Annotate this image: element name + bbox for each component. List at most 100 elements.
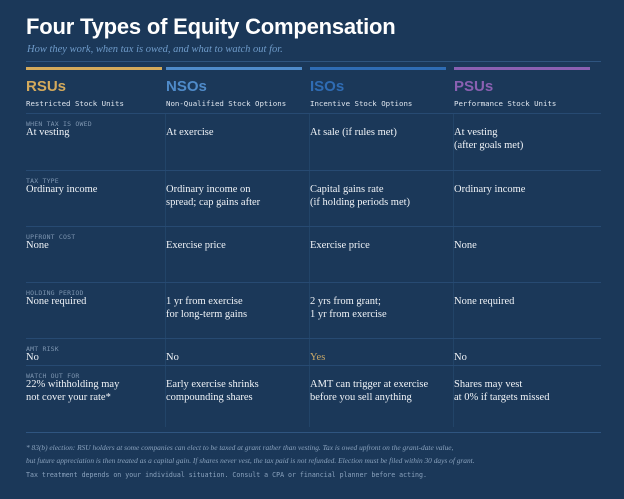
cell-value: 2 yrs from grant; 1 yr from exercise: [310, 296, 387, 320]
cell-value: Exercise price: [310, 240, 370, 251]
cell-value: 1 yr from exercise for long-term gains: [166, 296, 248, 320]
column-abbr: NSOs: [166, 78, 207, 95]
column-header-rsus: RSUs Restricted Stock Units: [26, 67, 166, 113]
row-label: [166, 118, 303, 127]
table-cell: Ordinary income on spread; cap gains aft…: [166, 171, 310, 226]
table-cell: Early exercise shrinks compounding share…: [166, 366, 310, 427]
divider: [26, 61, 601, 62]
table-cell: WATCH OUT FOR 22% withholding may not cov…: [26, 366, 166, 427]
table-cell: AMT RISK No: [26, 339, 166, 365]
row-label: [166, 175, 303, 184]
table-cell: At exercise: [166, 114, 310, 170]
table-cell: Shares may vest at 0% if targets missed: [454, 366, 601, 427]
table-cell: AMT can trigger at exercise before you s…: [310, 366, 454, 427]
table-cell: HOLDING PERIOD None required: [26, 283, 166, 338]
cell-value: No: [26, 352, 39, 363]
table-cell: Capital gains rate (if holding periods m…: [310, 171, 454, 226]
table-cell: None required: [454, 283, 601, 338]
column-header-isos: ISOs Incentive Stock Options: [310, 67, 454, 113]
column-full-name: Incentive Stock Options: [310, 99, 413, 108]
cell-value: Capital gains rate (if holding periods m…: [310, 184, 411, 208]
table-row: UPFRONT COST None Exercise price Exercise p…: [26, 226, 601, 282]
table-cell: Exercise price: [310, 227, 454, 282]
table-row: TAX TYPE Ordinary income Ordinary income o…: [26, 170, 601, 226]
table-row: WATCH OUT FOR 22% withholding may not cov…: [26, 365, 601, 427]
row-label: [454, 370, 595, 379]
row-label: [310, 118, 447, 127]
cell-value: At vesting (after goals met): [454, 127, 524, 151]
table-cell: Yes: [310, 339, 454, 365]
table-cell: At vesting (after goals met): [454, 114, 601, 170]
cell-value: At vesting: [26, 127, 70, 138]
column-full-name: Performance Stock Units: [454, 99, 557, 108]
row-label: WHEN TAX IS OWED: [26, 120, 92, 128]
row-label: [166, 231, 303, 240]
column-accent-bar: [454, 67, 590, 70]
cell-value: Yes: [310, 352, 326, 363]
row-label: UPFRONT COST: [26, 233, 76, 241]
cell-value: Ordinary income: [454, 184, 526, 195]
table-cell: At sale (if rules met): [310, 114, 454, 170]
row-label: [166, 343, 303, 352]
table-cell: No: [166, 339, 310, 365]
table-cell: WHEN TAX IS OWED At vesting: [26, 114, 166, 170]
footnote-line-2: but future appreciation is then treated …: [26, 456, 475, 465]
page-title: Four Types of Equity Compensation: [26, 14, 396, 39]
row-label: TAX TYPE: [26, 177, 59, 185]
table-cell: UPFRONT COST None: [26, 227, 166, 282]
row-label: [454, 118, 595, 127]
table-cell: 2 yrs from grant; 1 yr from exercise: [310, 283, 454, 338]
row-label: [166, 370, 303, 379]
cell-value: None: [26, 240, 49, 251]
row-label: [454, 287, 595, 296]
column-abbr: RSUs: [26, 78, 67, 95]
column-header-psus: PSUs Performance Stock Units: [454, 67, 601, 113]
column-abbr: ISOs: [310, 78, 345, 95]
column-accent-bar: [310, 67, 446, 70]
comparison-table: RSUs Restricted Stock Units NSOs Non-Qualif…: [26, 67, 601, 427]
row-label: [310, 287, 447, 296]
disclaimer: Tax treatment depends on your individual…: [26, 471, 427, 479]
table-cell: 1 yr from exercise for long-term gains: [166, 283, 310, 338]
column-accent-bar: [26, 67, 162, 70]
column-full-name: Restricted Stock Units: [26, 99, 124, 108]
cell-value: Exercise price: [166, 240, 226, 251]
cell-value: None required: [454, 296, 515, 307]
column-headers: RSUs Restricted Stock Units NSOs Non-Qualif…: [26, 67, 601, 113]
table-cell: No: [454, 339, 601, 365]
row-label: [310, 370, 447, 379]
cell-value: No: [454, 352, 467, 363]
column-accent-bar: [166, 67, 302, 70]
table-row: WHEN TAX IS OWED At vesting At exercise At …: [26, 113, 601, 170]
cell-value: At exercise: [166, 127, 214, 138]
row-label: [454, 175, 595, 184]
cell-value: Shares may vest at 0% if targets missed: [454, 379, 550, 403]
column-full-name: Non-Qualified Stock Options: [166, 99, 287, 108]
cell-value: AMT can trigger at exercise before you s…: [310, 379, 429, 403]
row-label: [310, 343, 447, 352]
row-label: [454, 343, 595, 352]
row-label: [310, 175, 447, 184]
row-label: [454, 231, 595, 240]
cell-value: No: [166, 352, 179, 363]
row-label: WATCH OUT FOR: [26, 372, 80, 380]
column-header-nsos: NSOs Non-Qualified Stock Options: [166, 67, 310, 113]
footnote-line-1: * 83(b) election: RSU holders at some co…: [26, 443, 454, 452]
cell-value: None required: [26, 296, 87, 307]
table-row: AMT RISK No No Yes No: [26, 338, 601, 365]
cell-value: 22% withholding may not cover your rate*: [26, 379, 120, 403]
table-row: HOLDING PERIOD None required 1 yr from exe…: [26, 282, 601, 338]
table-cell: Exercise price: [166, 227, 310, 282]
page-subtitle: How they work, when tax is owed, and wha…: [27, 44, 283, 55]
row-label: [166, 287, 303, 296]
row-label: HOLDING PERIOD: [26, 289, 84, 297]
table-cell: None: [454, 227, 601, 282]
row-label: [310, 231, 447, 240]
cell-value: Ordinary income: [26, 184, 98, 195]
row-label: AMT RISK: [26, 345, 59, 353]
table-cell: Ordinary income: [454, 171, 601, 226]
cell-value: None: [454, 240, 477, 251]
column-abbr: PSUs: [454, 78, 494, 95]
cell-value: At sale (if rules met): [310, 127, 397, 138]
cell-value: Early exercise shrinks compounding share…: [166, 379, 259, 403]
